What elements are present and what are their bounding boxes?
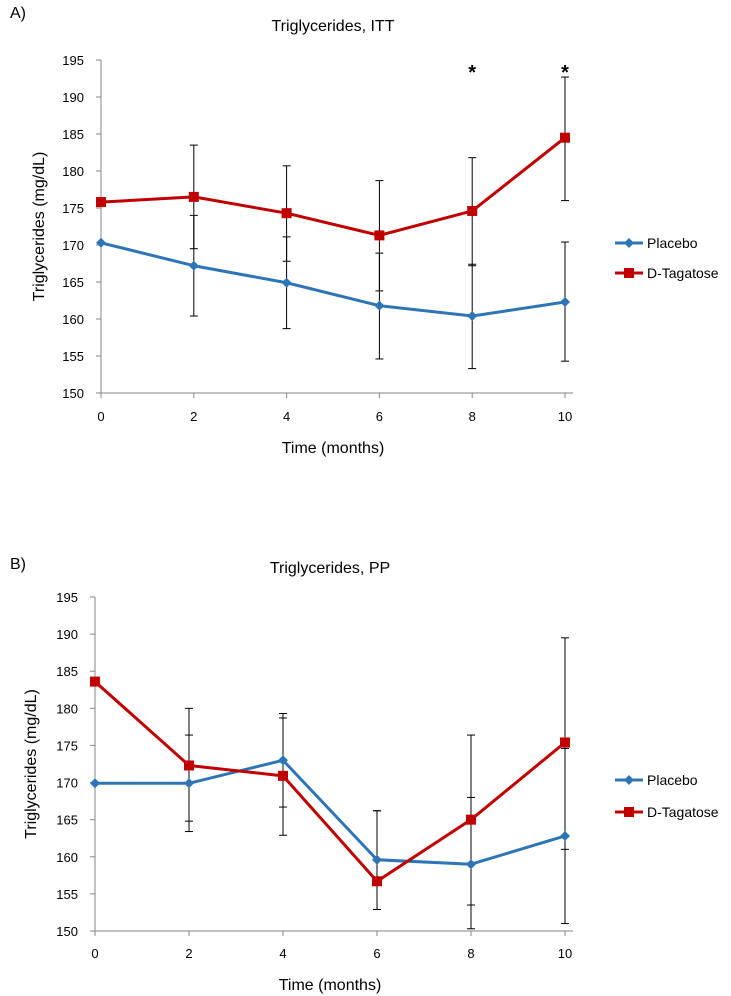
y-tick-label: 180: [62, 164, 84, 179]
y-tick-label: 175: [56, 738, 78, 753]
y-tick-label: 190: [62, 90, 84, 105]
x-tick-label: 10: [558, 946, 572, 961]
data-point-placebo: [372, 854, 382, 865]
data-point-d-tagatose: [90, 676, 100, 687]
data-point-placebo: [96, 237, 106, 248]
y-tick-label: 155: [62, 349, 84, 364]
y-tick-label: 150: [62, 386, 84, 401]
y-tick-label: 175: [62, 201, 84, 216]
data-point-placebo: [560, 296, 570, 307]
y-tick-label: 190: [56, 627, 78, 642]
chart-title: Triglycerides, PP: [270, 560, 390, 577]
y-axis-label: Triglycerides (mg/dL): [31, 152, 48, 302]
data-point-d-tagatose: [278, 770, 288, 781]
data-point-d-tagatose: [96, 197, 106, 208]
y-tick-label: 180: [56, 701, 78, 716]
y-tick-label: 170: [62, 238, 84, 253]
y-tick-label: 160: [56, 850, 78, 865]
data-point-d-tagatose: [184, 760, 194, 771]
y-tick-label: 165: [56, 813, 78, 828]
x-tick-label: 0: [91, 946, 98, 961]
data-point-placebo: [188, 260, 199, 271]
significance-marker: *: [468, 62, 476, 84]
x-tick-label: 8: [469, 409, 476, 424]
data-point-placebo: [278, 755, 288, 766]
y-tick-label: 195: [56, 590, 78, 605]
legend-marker: [624, 807, 634, 817]
data-point-d-tagatose: [467, 205, 478, 216]
y-tick-label: 150: [56, 924, 78, 939]
x-tick-label: 2: [185, 946, 192, 961]
data-point-d-tagatose: [560, 132, 570, 143]
data-point-placebo: [467, 311, 478, 322]
y-tick-label: 185: [56, 664, 78, 679]
series-line-placebo: [95, 758, 566, 866]
data-point-d-tagatose: [560, 737, 570, 748]
panel-label: A): [10, 5, 26, 22]
legend-label: Placebo: [647, 772, 698, 788]
y-tick-label: 155: [56, 887, 78, 902]
legend-marker: [624, 775, 634, 785]
data-point-placebo: [184, 778, 194, 789]
chart-title: Triglycerides, ITT: [272, 18, 395, 35]
y-tick-label: 170: [56, 776, 78, 791]
series-line-d-tagatose: [100, 136, 566, 237]
y-tick-label: 165: [62, 275, 84, 290]
x-tick-label: 6: [373, 946, 380, 961]
x-tick-label: 2: [190, 409, 197, 424]
panel-label: B): [10, 556, 26, 573]
legend-marker: [624, 268, 634, 278]
y-axis-label: Triglycerides (mg/dL): [23, 689, 40, 839]
data-point-placebo: [281, 277, 292, 288]
series-line-d-tagatose: [94, 680, 566, 883]
x-tick-label: 0: [97, 409, 104, 424]
data-point-d-tagatose: [188, 191, 199, 202]
x-axis-label: Time (months): [279, 977, 382, 994]
data-point-d-tagatose: [466, 814, 476, 825]
data-point-placebo: [90, 778, 100, 789]
x-tick-label: 8: [467, 946, 474, 961]
y-tick-label: 195: [62, 53, 84, 68]
x-tick-label: 4: [283, 409, 290, 424]
legend-label: D-Tagatose: [647, 265, 719, 281]
x-tick-label: 4: [279, 946, 286, 961]
x-axis-label: Time (months): [282, 440, 385, 457]
x-tick-label: 6: [376, 409, 383, 424]
y-tick-label: 160: [62, 312, 84, 327]
significance-marker: *: [561, 62, 569, 84]
data-point-d-tagatose: [281, 208, 292, 219]
y-tick-label: 185: [62, 127, 84, 142]
data-point-d-tagatose: [374, 230, 385, 241]
legend-label: Placebo: [647, 235, 698, 251]
data-point-d-tagatose: [372, 876, 382, 887]
legend-label: D-Tagatose: [647, 804, 719, 820]
data-point-placebo: [466, 859, 476, 870]
data-point-placebo: [560, 830, 570, 841]
x-tick-label: 10: [558, 409, 572, 424]
data-point-placebo: [374, 300, 385, 311]
series-line-placebo: [100, 241, 566, 318]
legend-marker: [624, 238, 634, 248]
